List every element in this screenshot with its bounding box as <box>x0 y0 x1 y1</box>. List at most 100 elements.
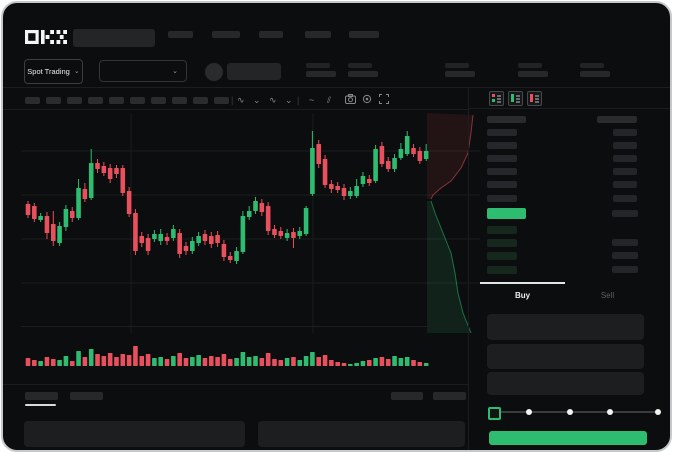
icon-mark <box>535 95 539 97</box>
ask-price-placeholder[interactable] <box>487 194 517 202</box>
caret-down-icon: ⌄ <box>73 68 80 75</box>
ask-price-placeholder[interactable] <box>487 155 517 163</box>
amount-slider-handle[interactable] <box>488 407 501 420</box>
search-bar[interactable] <box>73 29 155 47</box>
book-combined-view-icon[interactable] <box>489 91 504 106</box>
parallel-lines-tool-icon[interactable]: ⫽ <box>327 95 332 105</box>
ask-price-placeholder[interactable] <box>487 181 517 189</box>
sell-tab[interactable]: Sell <box>600 291 615 300</box>
ask-price-placeholder[interactable] <box>487 168 517 176</box>
slider-stop-dot[interactable] <box>655 409 661 415</box>
nav-item-placeholder[interactable] <box>168 31 193 38</box>
ask-price-placeholder[interactable] <box>487 129 517 136</box>
timeframe-button-placeholder[interactable] <box>46 97 61 104</box>
volume-bar <box>335 362 340 366</box>
volume-bar <box>120 354 126 366</box>
slider-stop-dot[interactable] <box>526 409 532 415</box>
orderbook-header-amount-placeholder <box>597 116 637 123</box>
stat-value-placeholder <box>306 71 336 77</box>
settings-gear-icon[interactable] <box>362 94 372 104</box>
bid-price-placeholder[interactable] <box>487 225 517 234</box>
volume-bar <box>221 354 227 366</box>
nav-item-placeholder[interactable] <box>349 31 379 38</box>
okx-logo <box>25 30 67 44</box>
pattern-tool-icon[interactable]: ∿ <box>269 95 277 105</box>
bottom-action-placeholder[interactable] <box>391 392 423 400</box>
price-field-placeholder[interactable] <box>487 314 644 340</box>
ask-price-placeholder[interactable] <box>487 142 517 150</box>
volume-bar <box>373 358 378 366</box>
volume-bar <box>316 357 322 366</box>
volume-bar <box>265 353 271 366</box>
stat-label-placeholder <box>348 63 372 68</box>
icon-mark <box>516 98 520 100</box>
icon-mark <box>535 98 539 100</box>
caret-down-icon[interactable]: ⌄ <box>285 95 293 105</box>
total-field-placeholder[interactable] <box>487 372 644 395</box>
volume-bar <box>392 356 397 366</box>
ask-amount-placeholder <box>613 168 637 176</box>
timeframe-button-placeholder[interactable] <box>67 97 82 104</box>
volume-bar <box>297 360 303 366</box>
timeframe-button-placeholder[interactable] <box>193 97 208 104</box>
pair-selector[interactable]: ⌄ <box>99 60 187 82</box>
slider-stop-dot[interactable] <box>567 409 573 415</box>
volume-bar <box>240 352 246 366</box>
volume-bar <box>95 354 100 366</box>
ask-amount-placeholder <box>613 181 637 189</box>
icon-mark <box>516 101 520 103</box>
timeframe-button-placeholder[interactable] <box>109 97 124 104</box>
caret-down-icon[interactable]: ⌄ <box>253 95 261 105</box>
volume-bar <box>253 356 258 366</box>
trendline-tool-icon[interactable]: ~ <box>309 95 315 105</box>
stat-label-placeholder <box>445 63 469 68</box>
book-bids-view-icon[interactable] <box>508 91 523 106</box>
slider-stop-dot[interactable] <box>607 409 613 415</box>
amount-field-placeholder[interactable] <box>487 344 644 369</box>
timeframe-button-placeholder[interactable] <box>130 97 145 104</box>
fullscreen-icon[interactable] <box>379 94 389 104</box>
volume-bar <box>227 359 233 366</box>
book-asks-view-icon[interactable] <box>527 91 542 106</box>
icon-mark <box>492 99 495 102</box>
timeframe-button-placeholder[interactable] <box>88 97 103 104</box>
buy-submit-button[interactable] <box>489 431 647 445</box>
volume-bar <box>417 362 423 366</box>
stat-value-placeholder <box>445 71 475 77</box>
buy-tab[interactable]: Buy <box>514 291 531 300</box>
volume-bar <box>69 361 75 366</box>
bottom-action-placeholder[interactable] <box>433 392 466 400</box>
nav-item-placeholder[interactable] <box>305 31 331 38</box>
amount-slider-track[interactable] <box>492 411 658 413</box>
bottom-tab[interactable] <box>70 392 103 400</box>
nav-item-placeholder[interactable] <box>259 31 283 38</box>
volume-bar <box>164 359 170 366</box>
bid-price-placeholder[interactable] <box>487 238 517 247</box>
camera-icon[interactable] <box>345 94 356 104</box>
bottom-tab-active[interactable] <box>25 392 58 400</box>
zigzag-line-tool-icon[interactable]: ∿ <box>237 95 245 105</box>
timeframe-button-placeholder[interactable] <box>151 97 166 104</box>
bid-price-placeholder[interactable] <box>487 252 517 261</box>
stat-value-placeholder <box>580 71 610 77</box>
timeframe-button-placeholder[interactable] <box>25 97 40 104</box>
volume-bar <box>398 358 404 366</box>
bid-amount-placeholder <box>612 238 638 246</box>
volume-bar <box>82 357 88 366</box>
last-price-highlight[interactable] <box>487 208 526 219</box>
volume-bar <box>385 359 391 366</box>
volume-bar <box>404 357 410 366</box>
active-tab-underline <box>25 404 56 406</box>
timeframe-button-placeholder[interactable] <box>172 97 187 104</box>
candlestick-chart[interactable] <box>3 3 672 452</box>
volume-bar <box>310 352 315 366</box>
timeframe-button-placeholder[interactable] <box>214 97 229 104</box>
stat-value-placeholder <box>348 71 378 77</box>
bid-price-placeholder[interactable] <box>487 265 517 274</box>
market-type-selector[interactable]: Spot Trading ⌄ <box>24 59 83 84</box>
volume-bar <box>259 358 265 366</box>
volume-bar <box>25 358 31 366</box>
nav-item-placeholder[interactable] <box>212 31 240 38</box>
volume-bar <box>63 356 69 366</box>
